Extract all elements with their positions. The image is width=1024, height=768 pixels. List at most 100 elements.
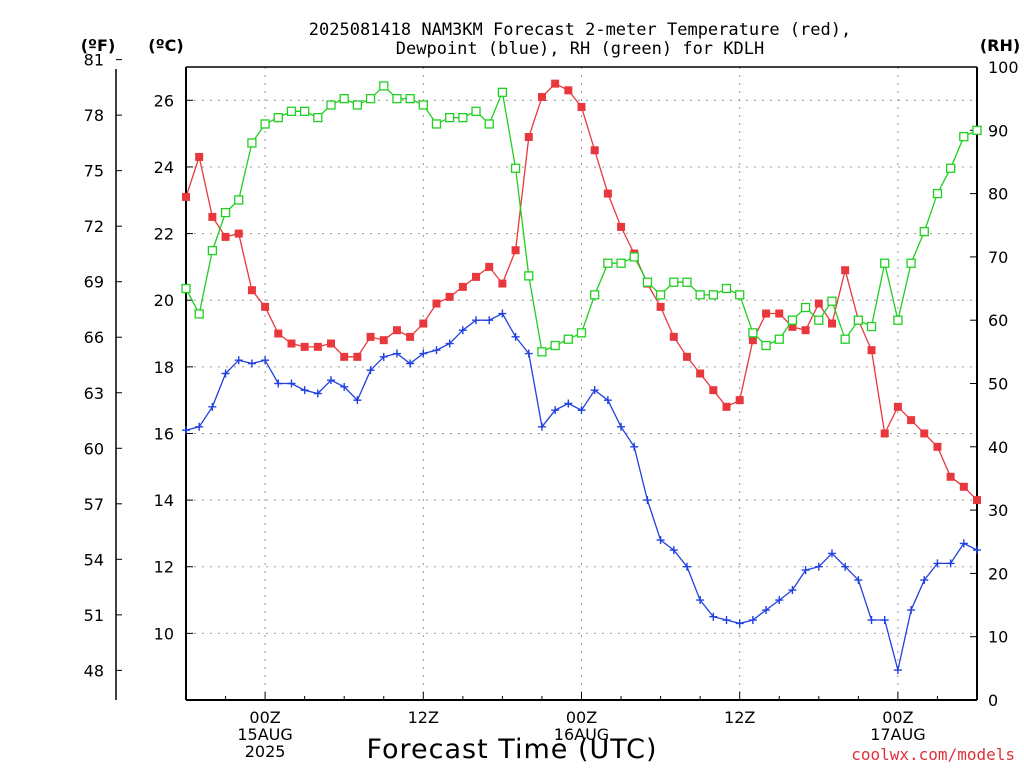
temperature-point xyxy=(221,232,230,241)
rh-tick-label: 70 xyxy=(988,248,1008,267)
dewpoint-point xyxy=(419,349,428,358)
dewpoint-point xyxy=(353,396,362,405)
dewpoint-point xyxy=(682,562,691,571)
rh-unit-label: (RH) xyxy=(980,36,1020,55)
temperature-point xyxy=(814,299,823,308)
dewpoint-point xyxy=(867,616,876,625)
dewpoint-point xyxy=(432,346,441,355)
celsius-tick-label: 20 xyxy=(154,291,174,310)
temperature-point xyxy=(590,146,599,155)
rh-point xyxy=(761,340,771,351)
dewpoint-point xyxy=(287,379,296,388)
temperature-point xyxy=(247,286,256,295)
temperature-point xyxy=(762,309,771,318)
time-tick-label: 17AUG xyxy=(870,725,925,744)
rh-point xyxy=(524,271,534,281)
rh-point xyxy=(629,252,639,262)
rh-tick-label: 30 xyxy=(988,501,1008,520)
dewpoint-point xyxy=(920,576,929,585)
temperature-point xyxy=(274,329,283,338)
rh-point xyxy=(576,328,587,338)
axes: 48 51 54 57 60 63 66 69 72 75 78 81 10 12 14 16 18 20 22 24… xyxy=(84,51,1019,761)
celsius-tick-label: 22 xyxy=(154,225,174,244)
temperature-point xyxy=(406,332,415,341)
fahrenheit-tick-label: 69 xyxy=(84,273,104,292)
dewpoint-point xyxy=(524,349,533,358)
rh-point xyxy=(484,119,494,129)
dewpoint-point xyxy=(709,612,718,621)
temperature-point xyxy=(893,402,902,411)
celsius-tick-label: 14 xyxy=(154,491,174,510)
temperature-point xyxy=(511,246,520,255)
temperature-point xyxy=(379,336,388,345)
dewpoint-point xyxy=(261,356,270,365)
fahrenheit-tick-label: 66 xyxy=(84,328,104,347)
dewpoint-point xyxy=(814,562,823,571)
dewpoint-point xyxy=(959,539,968,548)
dewpoint-point xyxy=(946,559,955,568)
dewpoint-point xyxy=(788,586,797,595)
fahrenheit-tick-label: 72 xyxy=(84,217,104,236)
rh-tick-label: 20 xyxy=(988,564,1008,583)
rh-tick-label: 0 xyxy=(988,691,998,710)
dewpoint-point xyxy=(392,349,401,358)
rh-point xyxy=(379,81,389,91)
dewpoint-point xyxy=(406,359,415,368)
temperature-point xyxy=(392,326,401,335)
time-tick-label: 12Z xyxy=(724,708,755,727)
temperature-point xyxy=(340,352,349,361)
rh-tick-label: 50 xyxy=(988,375,1008,394)
temperature-point xyxy=(735,396,744,405)
dewpoint-point xyxy=(498,309,507,318)
credit-text: coolwx.com/models xyxy=(851,745,1015,764)
rh-point xyxy=(787,315,798,325)
rh-point xyxy=(234,195,244,205)
dewpoint-point xyxy=(313,389,322,398)
temperature-point xyxy=(801,326,810,335)
dewpoint-point xyxy=(551,406,560,415)
dewpoint-point xyxy=(182,426,190,435)
temperature-point xyxy=(458,282,467,291)
dewpoint-point xyxy=(274,379,283,388)
temperature-point xyxy=(524,132,533,141)
dewpoint-point xyxy=(696,596,705,605)
rh-point xyxy=(945,163,956,173)
temperature-point xyxy=(366,332,375,341)
rh-point xyxy=(642,277,653,287)
rh-point xyxy=(866,321,877,332)
rh-tick-label: 100 xyxy=(988,58,1019,77)
temperature-point xyxy=(669,332,678,341)
rh-point xyxy=(299,106,310,116)
temperature-point xyxy=(353,352,362,361)
dewpoint-point xyxy=(300,386,309,395)
rh-point xyxy=(510,163,521,173)
dewpoint-point xyxy=(893,666,902,675)
dewpoint-point xyxy=(590,386,599,395)
dewpoint-point xyxy=(327,376,336,385)
rh-point xyxy=(774,334,784,344)
temperature-point xyxy=(748,336,757,345)
temperature-point xyxy=(261,302,270,311)
rh-point xyxy=(207,245,218,256)
temperature-point xyxy=(472,272,481,281)
rh-point xyxy=(313,112,323,123)
rh-tick-label: 80 xyxy=(988,185,1008,204)
rh-point xyxy=(590,290,600,300)
temperature-point xyxy=(682,352,691,361)
fahrenheit-unit-label: (ºF) xyxy=(81,36,116,55)
rh-tick-label: 90 xyxy=(988,121,1008,140)
rh-point xyxy=(392,94,402,104)
dewpoint-point xyxy=(854,576,863,585)
fahrenheit-tick-label: 63 xyxy=(84,384,104,403)
celsius-tick-label: 26 xyxy=(154,91,174,110)
rh-tick-label: 40 xyxy=(988,438,1008,457)
temperature-point xyxy=(564,86,573,95)
dewpoint-point xyxy=(208,402,217,411)
dewpoint-point xyxy=(379,352,388,361)
temperature-point xyxy=(709,386,718,395)
rh-point xyxy=(695,290,705,300)
rh-point xyxy=(616,258,626,268)
temperature-point xyxy=(827,319,836,328)
temperature-point xyxy=(788,322,797,331)
temperature-point xyxy=(841,266,850,275)
